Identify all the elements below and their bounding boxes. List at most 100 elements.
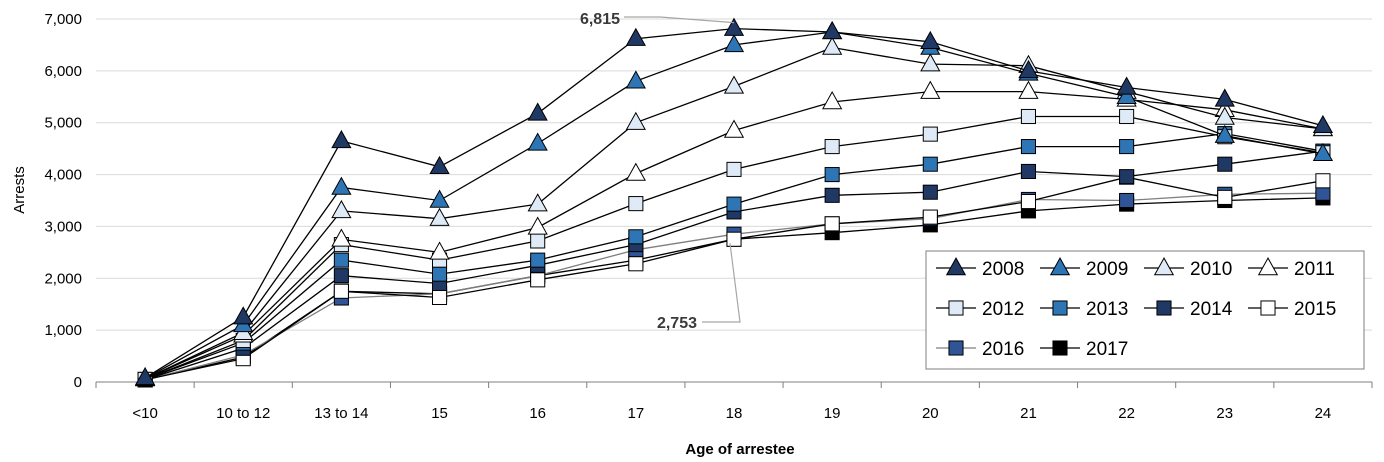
point-2010-15 <box>429 207 450 226</box>
point-2010-16 <box>527 193 548 212</box>
point-2012-22 <box>1119 108 1135 125</box>
point-2012-17 <box>628 196 644 212</box>
legend-item-2009: 2009 <box>1040 257 1128 280</box>
point-2010-23 <box>1214 106 1235 125</box>
point-2013-20 <box>922 156 938 172</box>
point-2011-20 <box>920 80 941 99</box>
point-2008-13 to 14 <box>331 129 352 149</box>
point-2012-18 <box>726 161 742 177</box>
legend-label-2013: 2013 <box>1086 299 1128 320</box>
legend-marker-2008 <box>945 257 967 276</box>
point-2013-15 <box>431 266 448 282</box>
legend-label-2010: 2010 <box>1190 259 1232 280</box>
point-2014-23 <box>1217 156 1233 172</box>
legend-marker-2010 <box>1153 257 1175 276</box>
point-2008-17 <box>625 27 646 46</box>
point-2016-22 <box>1119 192 1135 209</box>
legend-item-2015: 2015 <box>1248 299 1336 320</box>
point-2010-19 <box>822 36 843 55</box>
point-2008-15 <box>429 155 450 175</box>
point-2014-13 to 14 <box>333 268 349 284</box>
x-axis: <10 10 to 12 13 to 14 15 16 17 18 19 20 21 22 23 24 <box>95 381 1373 422</box>
point-2008-20 <box>920 30 941 50</box>
x-tick-label: 19 <box>824 405 841 422</box>
y-tick-label: 1,000 <box>44 322 82 339</box>
legend-item-2013: 2013 <box>1040 299 1128 320</box>
annotation-leader-max <box>624 16 735 24</box>
point-2013-16 <box>530 252 546 268</box>
point-2010-13 to 14 <box>331 199 352 219</box>
point-2013-19 <box>824 167 840 183</box>
legend-item-2008: 2008 <box>936 257 1024 280</box>
point-2008-22 <box>1116 76 1137 95</box>
point-2015-17 <box>628 256 644 272</box>
legend-marker-2012 <box>948 300 964 316</box>
point-2015-13 to 14 <box>333 283 349 299</box>
series-2008 <box>134 17 1334 386</box>
x-tick-label: 16 <box>529 405 546 422</box>
legend-label-2017: 2017 <box>1086 339 1128 360</box>
point-2014-20 <box>922 184 938 200</box>
series-layer <box>134 17 1334 388</box>
y-tick-label: 5,000 <box>44 115 82 132</box>
legend-label-2009: 2009 <box>1086 259 1128 280</box>
legend-marker-2015 <box>1260 300 1276 316</box>
point-2013-18 <box>726 196 742 212</box>
x-tick-label: 17 <box>628 405 645 422</box>
point-2009-22 <box>1116 85 1137 105</box>
point-2011-13 to 14 <box>331 228 352 247</box>
x-tick-label: 10 to 12 <box>216 405 270 422</box>
y-tick-label: 3,000 <box>44 218 82 235</box>
point-2009-16 <box>527 132 548 151</box>
point-2011-19 <box>822 91 843 110</box>
point-2009-13 to 14 <box>331 176 352 195</box>
y-axis-title: Arrests <box>11 166 28 214</box>
point-2008-10 to 12 <box>233 306 254 325</box>
point-2011-17 <box>625 162 646 181</box>
legend-item-2012: 2012 <box>936 299 1024 320</box>
legend-marker-2017 <box>1052 340 1068 356</box>
point-2008-18 <box>723 17 745 36</box>
y-axis: 0 1,000 2,000 3,000 4,000 5,000 6,000 7,000 <box>44 11 82 391</box>
point-2015-21 <box>1020 193 1037 210</box>
legend: 2008 2009 2010 2011 2012 2013 2014 2015 2016 2017 <box>925 250 1365 370</box>
legend-box <box>925 250 1365 370</box>
point-2015-20 <box>922 209 938 225</box>
point-2010-18 <box>723 75 745 94</box>
x-tick-label: 21 <box>1020 405 1037 422</box>
point-2011-15 <box>429 241 450 260</box>
point-2014-21 <box>1020 163 1037 179</box>
point-2008-19 <box>822 21 843 40</box>
point-2015-23 <box>1217 189 1233 205</box>
point-2015-15 <box>431 289 448 306</box>
y-tick-label: 6,000 <box>44 63 82 80</box>
x-tick-label: 22 <box>1118 405 1135 422</box>
x-tick-label: 20 <box>922 405 939 422</box>
point-2012-16 <box>530 233 546 249</box>
legend-item-2014: 2014 <box>1144 299 1233 320</box>
legend-marker-2009 <box>1049 257 1071 276</box>
point-2015-16 <box>530 272 546 288</box>
point-2008-21 <box>1018 59 1039 79</box>
legend-item-2011: 2011 <box>1248 257 1335 280</box>
legend-label-2012: 2012 <box>982 299 1024 320</box>
point-2008-<10 <box>134 366 156 386</box>
point-2013-17 <box>628 229 644 245</box>
point-2008-23 <box>1214 88 1235 107</box>
legend-marker-2011 <box>1257 257 1279 276</box>
annotation-max-label: 6,815 <box>580 11 620 28</box>
x-tick-label: 24 <box>1315 405 1332 422</box>
annotation-min-label: 2,753 <box>657 315 697 332</box>
legend-item-2016: 2016 <box>936 339 1024 360</box>
legend-marker-2013 <box>1052 300 1068 316</box>
x-tick-label: 23 <box>1216 405 1233 422</box>
point-2012-20 <box>922 126 938 142</box>
point-2009-24 <box>1312 142 1334 162</box>
y-tick-label: 4,000 <box>44 167 82 184</box>
x-axis-title: Age of arrestee <box>685 441 794 458</box>
legend-marker-2016 <box>948 340 964 356</box>
point-2015-19 <box>824 216 840 232</box>
point-2009-15 <box>429 189 450 208</box>
point-2010-17 <box>625 111 646 130</box>
